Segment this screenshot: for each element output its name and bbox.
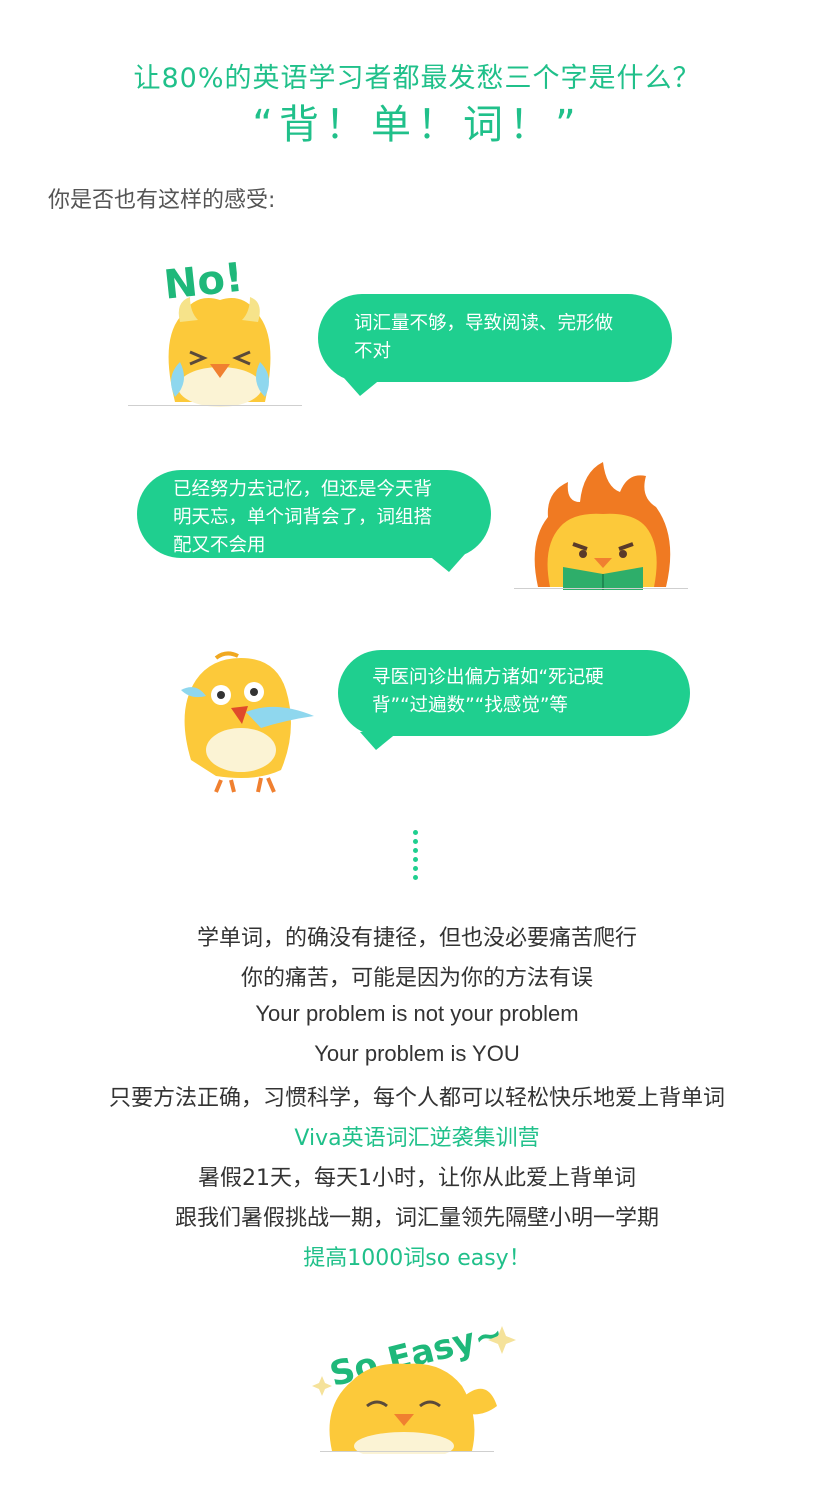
camp-name: Viva英语词汇逆袭集训营 [0, 1120, 834, 1152]
crying-chick-icon: No! [150, 252, 290, 408]
body-line: Your problem is not your problem [0, 1001, 834, 1027]
bubble-tail [344, 378, 382, 396]
bubble-line: 已经努力去记忆，但还是今天背 [173, 476, 467, 504]
ground-line [320, 1451, 494, 1452]
bubble-line: 词汇量不够，导致阅读、完形做 [354, 310, 648, 338]
body-line: 只要方法正确，习惯科学，每个人都可以轻松快乐地爱上背单词 [0, 1080, 834, 1112]
bubble-line: 背”“过遍数”“找感觉”等 [372, 692, 666, 720]
bubble-line: 明天忘，单个词背会了，词组搭 [173, 504, 467, 532]
body-line: 跟我们暑假挑战一期，词汇量领先隔壁小明一学期 [0, 1200, 834, 1232]
intro-text: 你是否也有这样的感受: [48, 182, 275, 214]
bubble-tail [360, 732, 398, 750]
speech-bubble: 已经努力去记忆，但还是今天背 明天忘，单个词背会了，词组搭 配又不会用 [137, 470, 491, 558]
headline: 让80%的英语学习者都最发愁三个字是什么？ [0, 56, 834, 95]
happy-chick-icon: So Easy~ [312, 1306, 522, 1454]
angry-chick-reading-icon [528, 462, 678, 590]
ground-line [128, 405, 302, 406]
body-line: 学单词，的确没有捷径，但也没必要痛苦爬行 [0, 920, 834, 952]
vertical-dots-icon [412, 830, 420, 884]
body-line: 你的痛苦，可能是因为你的方法有误 [0, 960, 834, 992]
bubble-line: 配又不会用 [173, 532, 467, 560]
keyword-title: “背！单！词！” [0, 92, 834, 150]
body-line: 暑假21天，每天1小时，让你从此爱上背单词 [0, 1160, 834, 1192]
speech-bubble: 词汇量不够，导致阅读、完形做 不对 [318, 294, 672, 382]
bubble-line: 不对 [354, 338, 648, 366]
highlight-line: 提高1000词so easy！ [0, 1240, 834, 1272]
body-line: Your problem is YOU [0, 1041, 834, 1067]
ground-line [514, 588, 688, 589]
bubble-tail [427, 554, 465, 572]
bubble-line: 寻医问诊出偏方诸如“死记硬 [372, 664, 666, 692]
speech-bubble: 寻医问诊出偏方诸如“死记硬 背”“过遍数”“找感觉”等 [338, 650, 690, 736]
sneezing-chick-icon [176, 650, 316, 795]
